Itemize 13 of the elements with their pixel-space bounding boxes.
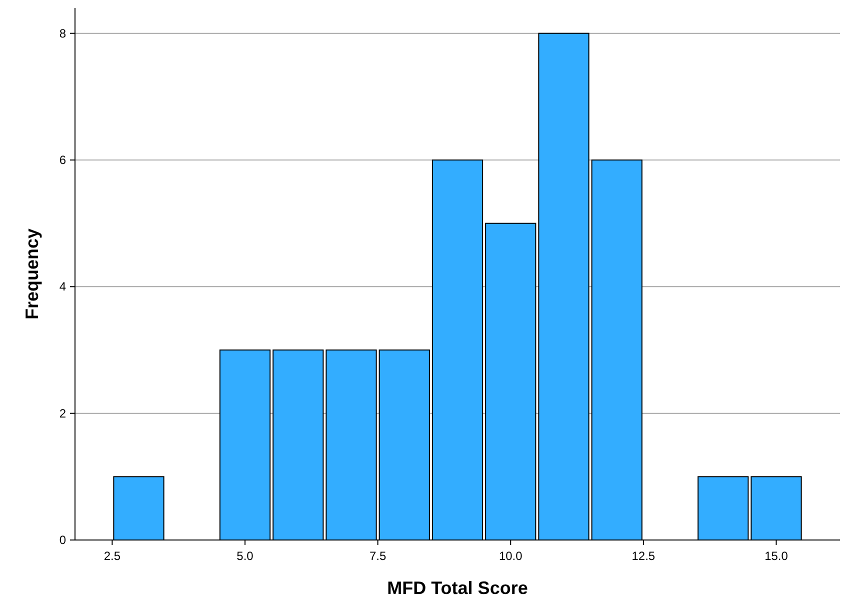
x-tick-label: 10.0 xyxy=(498,549,523,563)
y-tick-label: 2 xyxy=(59,406,66,420)
x-tick-label: 7.5 xyxy=(369,549,386,563)
x-axis-title: MFD Total Score xyxy=(387,578,528,598)
y-tick-label: 6 xyxy=(59,153,66,167)
x-tick-label: 15.0 xyxy=(764,549,788,563)
x-tick-label: 12.5 xyxy=(632,549,656,563)
x-tick-label: 2.5 xyxy=(104,549,121,563)
x-tick-label: 5.0 xyxy=(236,549,254,563)
y-tick-label: 8 xyxy=(59,26,66,40)
y-tick-label: 0 xyxy=(59,533,66,547)
y-tick-label: 4 xyxy=(59,280,66,294)
y-axis-title: Frequency xyxy=(22,228,42,320)
